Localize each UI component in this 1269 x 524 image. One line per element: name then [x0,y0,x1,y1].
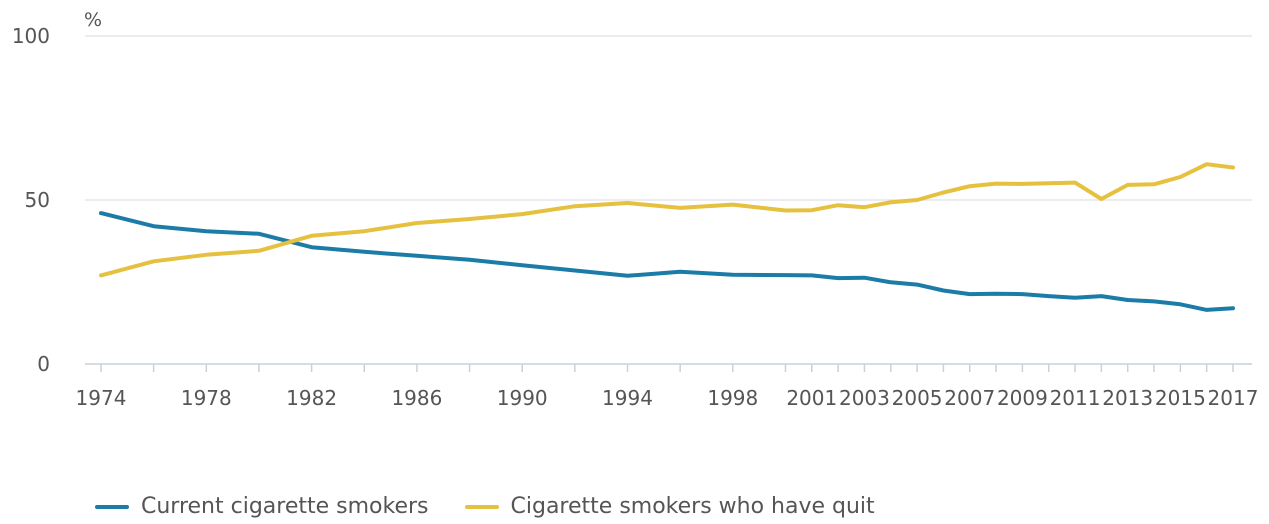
y-tick-label-100: 100 [12,24,50,48]
x-tick-label-2003: 2003 [839,386,890,410]
series-line-1 [99,162,1235,278]
x-tick-label-1986: 1986 [391,386,442,410]
y-tick-label-50: 50 [25,188,50,212]
x-tick-label-2011: 2011 [1050,386,1101,410]
series-lines [99,162,1235,312]
x-tick-label-2013: 2013 [1102,386,1153,410]
y-unit-label: % [84,9,102,31]
x-tick-label-1978: 1978 [181,386,232,410]
y-tick-label-0: 0 [37,352,50,376]
legend-label-current-smokers: Current cigarette smokers [141,494,429,519]
x-tick-label-1982: 1982 [286,386,337,410]
x-tick-label-2017: 2017 [1208,386,1259,410]
legend-item-quit-smokers: Cigarette smokers who have quit [464,494,875,519]
x-tick-label-1998: 1998 [707,386,758,410]
x-tick-label-2001: 2001 [786,386,837,410]
x-tick-label-2015: 2015 [1155,386,1206,410]
legend: Current cigarette smokers Cigarette smok… [95,494,911,519]
legend-item-current-smokers: Current cigarette smokers [95,494,429,519]
legend-swatch-current-smokers [95,504,129,509]
gridlines [85,35,1252,201]
x-tick-label-2009: 2009 [997,386,1048,410]
x-tick-label-1994: 1994 [602,386,653,410]
x-tick-label-1990: 1990 [497,386,548,410]
x-tick-label-2005: 2005 [892,386,943,410]
legend-swatch-quit-smokers [464,504,499,509]
x-tick-label-1974: 1974 [76,386,127,410]
x-tick-label-2007: 2007 [944,386,995,410]
legend-label-quit-smokers: Cigarette smokers who have quit [510,494,875,519]
x-axis [85,363,1252,372]
series-line-0 [99,211,1235,312]
